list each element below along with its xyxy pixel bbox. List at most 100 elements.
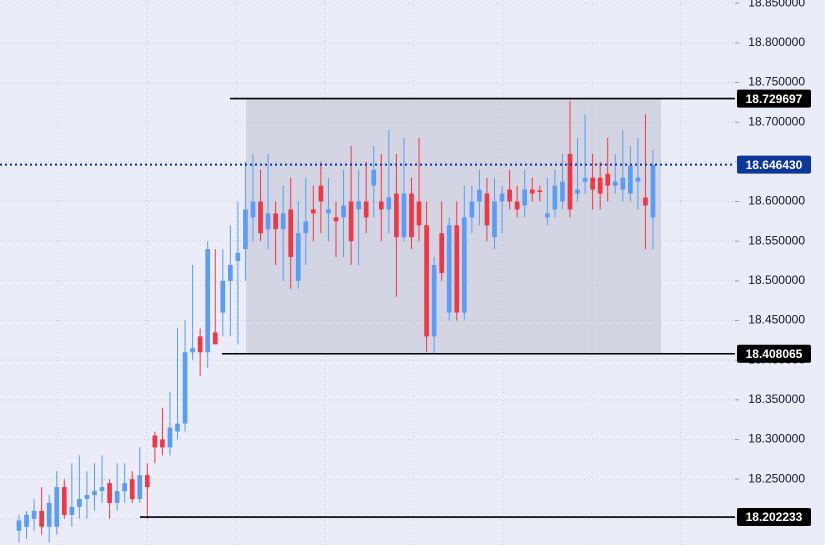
candle-body: [273, 213, 278, 230]
y-tick-label: 18.550000: [748, 233, 805, 247]
y-tick-label: 18.350000: [748, 392, 805, 406]
candle-body: [197, 336, 203, 353]
candle-body: [205, 249, 211, 353]
candle-body: [507, 189, 512, 202]
candle-body: [107, 483, 112, 503]
candle-body: [39, 510, 44, 527]
candle-body: [560, 181, 565, 202]
candle-body: [461, 217, 467, 313]
candle-body: [152, 435, 158, 448]
candle-body: [544, 213, 550, 218]
candle-body: [348, 201, 354, 242]
candle-body: [522, 189, 528, 206]
candle-body: [643, 197, 648, 206]
candle-body: [650, 165, 656, 218]
candle-body: [61, 487, 67, 515]
candle-body: [439, 233, 445, 273]
candle-body: [190, 348, 195, 353]
price-label-bg: [737, 508, 811, 527]
candle-body: [590, 177, 595, 190]
candle-body: [288, 209, 294, 258]
candle-body: [54, 487, 60, 527]
y-tick-label: 18.750000: [748, 75, 805, 89]
candle-body: [401, 193, 407, 238]
candle-body: [582, 177, 588, 182]
candle-body: [318, 185, 324, 202]
candle-body: [46, 502, 52, 527]
candle-body: [371, 169, 377, 186]
candle-body: [250, 201, 256, 218]
range-box: [246, 98, 661, 354]
candle-body: [341, 205, 346, 218]
price-label: 18.408065: [746, 347, 803, 361]
candle-body: [265, 213, 271, 230]
candle-body: [160, 439, 165, 448]
candle-body: [386, 197, 392, 210]
price-label-bg: [737, 344, 811, 363]
candle-body: [122, 483, 128, 492]
candle-body: [24, 514, 29, 527]
candle-body: [575, 189, 580, 194]
candle-body: [409, 193, 414, 238]
candle-body: [394, 193, 399, 238]
candle-body: [280, 213, 286, 230]
candle-body: [356, 201, 361, 210]
candle-body: [477, 189, 482, 202]
candle-body: [69, 506, 75, 515]
candle-body: [529, 189, 535, 194]
candle-body: [597, 177, 603, 194]
candle-body: [227, 264, 233, 281]
candle-body: [167, 427, 173, 448]
candle-body: [492, 201, 497, 238]
candle-body: [129, 479, 135, 499]
candle-body: [243, 209, 248, 250]
candle-body: [16, 520, 22, 531]
price-label: 18.202233: [746, 510, 803, 524]
candle-body: [99, 487, 105, 492]
candle-body: [635, 177, 641, 182]
candle-body: [431, 264, 437, 337]
candle-body: [137, 475, 143, 499]
price-label-bg: [737, 155, 811, 174]
candle-body: [235, 253, 241, 261]
candle-body: [499, 193, 505, 202]
y-tick-label: 18.700000: [748, 114, 805, 128]
candle-body: [220, 280, 226, 313]
y-tick-label: 18.500000: [748, 273, 805, 287]
price-label: 18.729697: [746, 92, 803, 106]
candle-body: [514, 201, 520, 210]
candle-body: [416, 201, 422, 226]
candle-body: [333, 217, 339, 222]
candle-body: [605, 173, 611, 186]
candle-body: [31, 510, 37, 519]
candle-body: [114, 491, 120, 503]
candle-body: [92, 491, 97, 496]
price-label: 18.646430: [746, 158, 803, 172]
candle-body: [77, 498, 82, 507]
candle-body: [212, 332, 218, 345]
candle-body: [567, 153, 573, 210]
candle-body: [303, 221, 309, 234]
candle-body: [144, 475, 150, 488]
candle-body: [258, 201, 263, 234]
candle-body: [469, 201, 475, 218]
y-tick-label: 18.600000: [748, 194, 805, 208]
candle-body: [295, 233, 301, 281]
candle-body: [484, 193, 490, 226]
y-tick-label: 18.450000: [748, 313, 805, 327]
candle-body: [84, 495, 90, 499]
price-label-bg: [737, 89, 811, 108]
candle-body: [446, 225, 452, 313]
candle-body: [552, 185, 558, 210]
y-tick-label: 18.800000: [748, 35, 805, 49]
candle-body: [454, 225, 460, 313]
candle-body: [326, 209, 331, 214]
candle-body: [424, 225, 429, 337]
candle-body: [620, 177, 626, 190]
candle-body: [537, 190, 543, 192]
y-tick-label: 18.250000: [748, 471, 805, 485]
candle-body: [378, 201, 384, 210]
candle-body: [363, 201, 369, 218]
y-tick-label: 18.850000: [748, 0, 805, 9]
